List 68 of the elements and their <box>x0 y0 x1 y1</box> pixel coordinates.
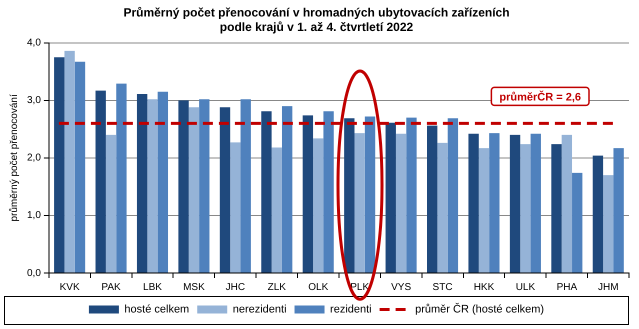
bar <box>116 84 127 272</box>
bar <box>282 106 292 272</box>
bar <box>188 107 200 272</box>
bar <box>199 99 210 272</box>
bar <box>489 133 500 272</box>
legend-label: nerezidenti <box>232 304 287 316</box>
bar <box>562 134 572 272</box>
x-tick-label: LBK <box>143 282 162 293</box>
x-tick-label: JHM <box>598 282 619 293</box>
bar <box>354 133 365 272</box>
bar <box>220 107 230 272</box>
text: Průměrný počet přenocování v hromadných ubytovacích zařízeních <box>123 6 510 20</box>
bar <box>313 138 324 272</box>
bar <box>230 142 241 272</box>
y-tick-label: 3,0 <box>26 95 42 106</box>
bar <box>64 50 75 272</box>
bar <box>520 144 531 272</box>
annotation: průměrČR = 2,6 <box>499 90 582 104</box>
bar <box>551 144 562 272</box>
x-tick-label: MSK <box>183 282 206 293</box>
bar <box>178 100 189 272</box>
bar <box>603 175 614 272</box>
bar <box>240 99 251 272</box>
bar <box>147 99 158 272</box>
bar <box>592 156 604 272</box>
x-tick-label: KVK <box>60 282 80 293</box>
bar <box>302 115 314 272</box>
bar <box>468 134 479 272</box>
bar <box>54 57 64 272</box>
legend-label: hosté celkem <box>124 304 190 316</box>
x-tick-label: ULK <box>516 282 536 293</box>
y-tick-label: 4,0 <box>26 38 42 49</box>
x-tick-label: PAK <box>101 282 122 293</box>
bar <box>478 148 490 272</box>
bar <box>406 118 417 272</box>
x-tick-label: STC <box>432 282 453 293</box>
bar <box>272 148 282 272</box>
y-tick-label: 0,0 <box>26 268 42 279</box>
bar <box>448 118 458 272</box>
x-tick-label: VYS <box>391 282 412 293</box>
bar <box>427 126 438 272</box>
x-tick-label: ZLK <box>268 282 286 293</box>
bar <box>106 134 116 272</box>
bar <box>386 122 396 272</box>
bar <box>396 134 406 272</box>
bar <box>261 111 272 272</box>
bar <box>74 62 86 272</box>
x-tick-label: JHC <box>226 282 246 293</box>
x-tick-label: PHA <box>556 282 578 293</box>
y-tick-label: 1,0 <box>26 210 42 222</box>
bar <box>136 94 148 272</box>
bar <box>613 148 624 272</box>
x-tick-label: OLK <box>308 282 329 293</box>
bar <box>530 134 541 272</box>
bar <box>96 90 106 272</box>
y-tick-label: 2,0 <box>26 152 42 164</box>
bar <box>572 172 582 272</box>
legend-label: průměr ČR (hosté celkem) <box>415 302 544 316</box>
bar <box>437 142 448 272</box>
bar <box>323 111 334 272</box>
bar <box>344 118 354 272</box>
bar <box>510 134 520 272</box>
bar <box>364 116 376 272</box>
x-tick-label: HKK <box>474 282 495 293</box>
text: podle krajů v 1. až 4. čtvrtletí 2022 <box>220 20 414 34</box>
y-axis-title: průměrný počet přenocování <box>8 94 20 222</box>
bar <box>158 92 168 272</box>
legend-label: rezidenti <box>330 304 372 316</box>
